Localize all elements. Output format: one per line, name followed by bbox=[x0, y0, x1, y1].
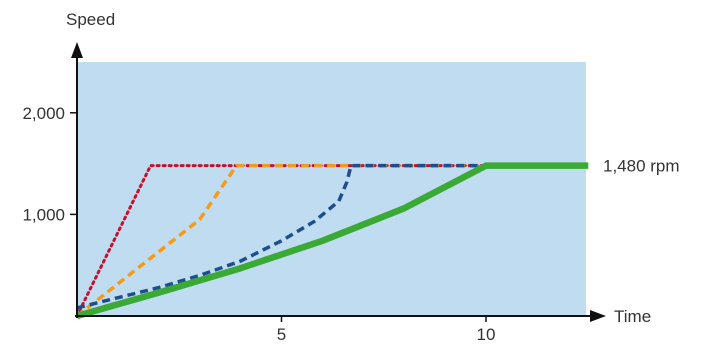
target-speed-annotation: 1,480 rpm bbox=[603, 157, 680, 176]
y-tick-label: 1,000 bbox=[22, 205, 65, 224]
x-tick-label: 5 bbox=[277, 325, 286, 344]
axes-layer bbox=[71, 42, 606, 322]
y-axis-label: Speed bbox=[66, 10, 115, 29]
y-axis-arrowhead bbox=[71, 42, 83, 58]
x-axis-arrowhead bbox=[590, 310, 606, 322]
y-tick-label: 2,000 bbox=[22, 104, 65, 123]
series-line-1 bbox=[75, 164, 488, 318]
x-tick-label: 10 bbox=[477, 325, 496, 344]
plot-background bbox=[77, 62, 586, 316]
x-axis-label: Time bbox=[614, 307, 651, 326]
series-line-3 bbox=[76, 163, 486, 310]
series-layer bbox=[75, 162, 589, 320]
ticks-layer: 1,000 2,000 5 10 bbox=[22, 104, 495, 344]
series-line-4 bbox=[76, 162, 589, 320]
series-line-2 bbox=[75, 163, 486, 318]
